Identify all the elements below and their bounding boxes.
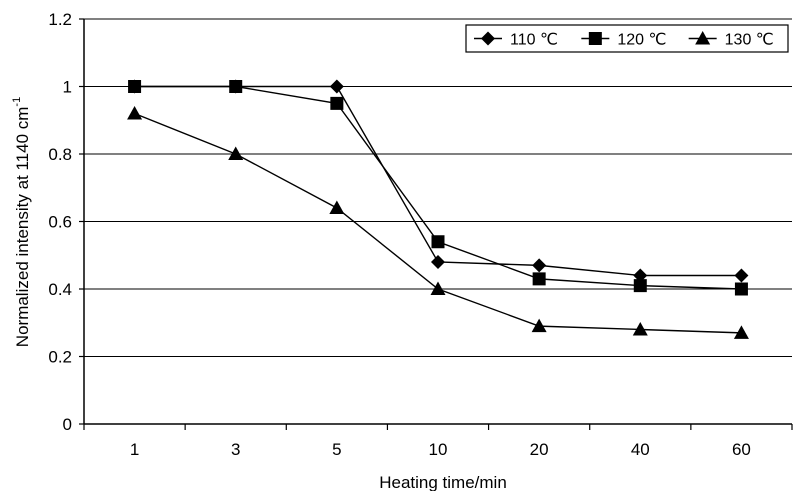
- point-diamond-4: [532, 258, 547, 273]
- y-tick-label-6: 1.2: [48, 10, 72, 29]
- series-group: [127, 79, 749, 339]
- legend-box: [465, 24, 789, 53]
- x-tick-labels: 1 3 5 10 20 40 60: [83, 424, 793, 459]
- legend-label-square: 120 ℃: [617, 32, 666, 49]
- x-tick-label-4: 20: [530, 440, 549, 459]
- x-tick-label-0: 1: [130, 440, 139, 459]
- series-square: [128, 80, 748, 296]
- point-diamond-3: [431, 255, 445, 269]
- legend-label-diamond: 110 ℃: [510, 32, 558, 49]
- legend-marker-triangle: [695, 31, 711, 45]
- point-triangle-1: [228, 146, 244, 160]
- y-tick-label-3: 0.6: [48, 213, 72, 232]
- point-triangle-5: [632, 322, 648, 336]
- point-square-2: [330, 96, 344, 110]
- x-tick-label-6: 60: [732, 440, 751, 459]
- series-diamond: [127, 79, 749, 283]
- point-square-1: [229, 80, 243, 93]
- legend-marker-square: [588, 32, 602, 45]
- legend: 110 ℃ 120 ℃ 130 ℃: [465, 24, 789, 53]
- legend-label-triangle: 130 ℃: [725, 32, 774, 49]
- y-axis-label-main: Normalized intensity at 1140 cm: [13, 107, 32, 348]
- point-triangle-4: [531, 318, 547, 333]
- point-square-5: [633, 279, 647, 293]
- y-axis-label: Normalized intensity at 1140 cm-1: [11, 97, 32, 347]
- y-axis-label-superscript: -1: [11, 97, 23, 107]
- x-tick-label-2: 5: [332, 440, 341, 459]
- point-diamond-2: [329, 79, 344, 94]
- legend-marker-diamond: [481, 31, 495, 46]
- gridlines: [84, 18, 792, 357]
- point-square-3: [431, 235, 445, 249]
- series-line-triangle: [134, 112, 742, 334]
- series-triangle: [127, 106, 749, 339]
- y-tick-label-1: 0.2: [48, 348, 72, 367]
- x-tick-label-5: 40: [631, 440, 650, 459]
- point-square-0: [128, 80, 142, 93]
- y-tick-label-0: 0: [63, 415, 72, 434]
- x-tick-label-1: 3: [231, 440, 240, 459]
- y-tick-labels: 0 0.2 0.4 0.6 0.8 1 1.2: [48, 10, 84, 434]
- point-square-6: [734, 282, 748, 296]
- y-tick-label-2: 0.4: [48, 280, 72, 299]
- point-triangle-6: [733, 325, 749, 339]
- point-triangle-0: [127, 106, 143, 120]
- point-square-4: [532, 272, 546, 286]
- y-tick-label-5: 1: [63, 78, 72, 97]
- y-tick-label-4: 0.8: [48, 145, 72, 164]
- point-diamond-6: [734, 268, 749, 283]
- x-tick-label-3: 10: [429, 440, 448, 459]
- x-axis-label: Heating time/min: [379, 473, 507, 491]
- point-triangle-2: [329, 200, 345, 214]
- point-diamond-5: [633, 268, 648, 283]
- point-triangle-3: [430, 281, 446, 295]
